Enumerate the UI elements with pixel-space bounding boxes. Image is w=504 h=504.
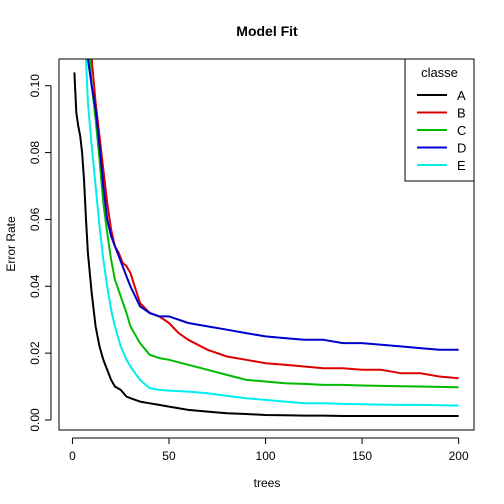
legend-title: classe <box>421 65 458 80</box>
series-line-E <box>85 59 459 407</box>
x-tick-label: 0 <box>69 449 76 463</box>
series-line-C <box>88 59 459 389</box>
x-axis-label: trees <box>254 476 281 490</box>
legend-label-B: B <box>457 106 466 121</box>
x-tick-label: 150 <box>352 449 372 463</box>
y-tick-label: 0.00 <box>28 408 42 432</box>
x-tick-label: 100 <box>256 449 276 463</box>
y-tick-label: 0.04 <box>28 274 42 298</box>
x-tick-label: 50 <box>162 449 176 463</box>
legend-label-E: E <box>457 158 466 173</box>
legend-label-C: C <box>457 123 466 138</box>
y-axis-label: Error Rate <box>4 216 18 272</box>
plot-frame <box>58 58 475 431</box>
legend-box <box>404 58 475 182</box>
x-tick-label: 200 <box>449 449 469 463</box>
y-tick-label: 0.08 <box>28 141 42 165</box>
y-axis: 0.00 0.02 0.04 0.06 0.08 0.10 <box>28 74 52 432</box>
chart-title: Model Fit <box>236 23 298 39</box>
y-tick-label: 0.10 <box>28 74 42 98</box>
y-tick-label: 0.06 <box>28 207 42 231</box>
series-line-B <box>90 59 459 380</box>
legend-label-D: D <box>457 141 466 156</box>
series-line-D <box>86 59 459 351</box>
legend-label-A: A <box>457 88 466 103</box>
x-axis: 0 50 100 150 200 <box>69 437 469 463</box>
series-line-A <box>73 72 459 417</box>
y-tick-label: 0.02 <box>28 341 42 365</box>
